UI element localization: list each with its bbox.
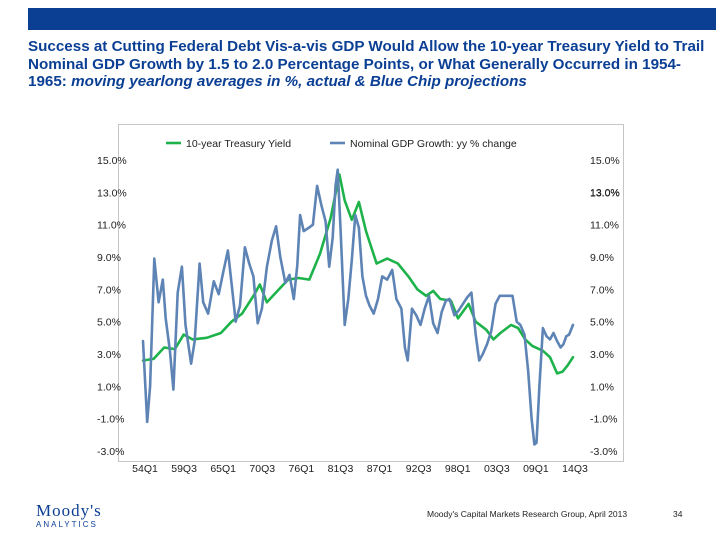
y-axis-left: 15.0% 13.0% 11.0% 9.0% 7.0% 5.0% 3.0% 1.0% -1.0%…	[97, 155, 127, 458]
y-tick-left: 13.0%	[97, 187, 127, 199]
y-tick-left: 3.0%	[97, 349, 121, 361]
slide-title-main: Success at Cutting Federal Debt Vis-a-vi…	[28, 38, 705, 90]
y-tick-left: 7.0%	[97, 284, 121, 296]
x-tick-label: 76Q1	[289, 463, 315, 475]
nominal-gdp-growth-line	[141, 168, 575, 446]
x-tick-label: 59Q3	[171, 463, 197, 475]
page-number: 34	[673, 509, 683, 519]
y-tick-right: -3.0%	[590, 446, 617, 458]
x-tick-label: 65Q1	[210, 463, 236, 475]
x-axis: 54Q1 59Q3 65Q1 70Q3 76Q1 81Q3 87Q1 92Q3 98Q1 03Q3…	[132, 463, 588, 475]
y-tick-left: -3.0%	[97, 446, 124, 458]
y-tick-right: 15.0%	[590, 155, 620, 167]
y-tick-right: 7.0%	[590, 284, 614, 296]
series-lines	[141, 168, 575, 446]
y-tick-right: 13.0%	[590, 187, 620, 199]
x-tick-label: 81Q3	[328, 463, 354, 475]
treasury-yield-line	[141, 173, 575, 375]
y-tick-left: 1.0%	[97, 381, 121, 393]
x-tick-label: 70Q3	[249, 463, 275, 475]
y-tick-right: 11.0%	[590, 220, 619, 232]
slide-title: Success at Cutting Federal Debt Vis-a-vi…	[28, 38, 708, 91]
y-tick-right: 13.0%	[590, 187, 620, 199]
logo-subtitle: ANALYTICS	[36, 520, 98, 529]
y-tick-right: 1.0%	[590, 381, 614, 393]
chart-legend: 10-year Treasury Yield Nominal GDP Growt…	[166, 138, 517, 150]
moodys-analytics-logo: Moody's ANALYTICS	[36, 502, 102, 529]
y-tick-left: 9.0%	[97, 252, 121, 264]
legend-label-gdp: Nominal GDP Growth: yy % change	[350, 138, 517, 150]
footer-source: Moody's Capital Markets Research Group, …	[427, 509, 628, 519]
legend-label-treasury: 10-year Treasury Yield	[186, 138, 291, 150]
top-accent-bar	[28, 8, 716, 30]
x-tick-label: 54Q1	[132, 463, 158, 475]
y-tick-right: 3.0%	[590, 349, 614, 361]
y-tick-left: 15.0%	[97, 155, 127, 167]
y-tick-left: 5.0%	[97, 317, 121, 329]
slide-title-italic: moving yearlong averages in %, actual & …	[71, 73, 527, 90]
y-tick-right: 9.0%	[590, 252, 614, 264]
y-tick-right: -1.0%	[590, 414, 617, 426]
y-tick-left: -1.0%	[97, 414, 124, 426]
x-tick-label: 09Q1	[523, 463, 549, 475]
logo-wordmark: Moody's	[36, 501, 102, 520]
x-tick-label: 14Q3	[562, 463, 588, 475]
x-tick-label: 98Q1	[445, 463, 471, 475]
x-tick-label: 92Q3	[406, 463, 432, 475]
chart-frame	[118, 124, 624, 462]
y-tick-right: 5.0%	[590, 317, 614, 329]
x-tick-label: 03Q3	[484, 463, 510, 475]
y-axis-right: 15.0%13.0%13.0%11.0%9.0%7.0%5.0%3.0%1.0%…	[590, 155, 620, 458]
x-tick-label: 87Q1	[367, 463, 393, 475]
y-tick-left: 11.0%	[97, 220, 126, 232]
